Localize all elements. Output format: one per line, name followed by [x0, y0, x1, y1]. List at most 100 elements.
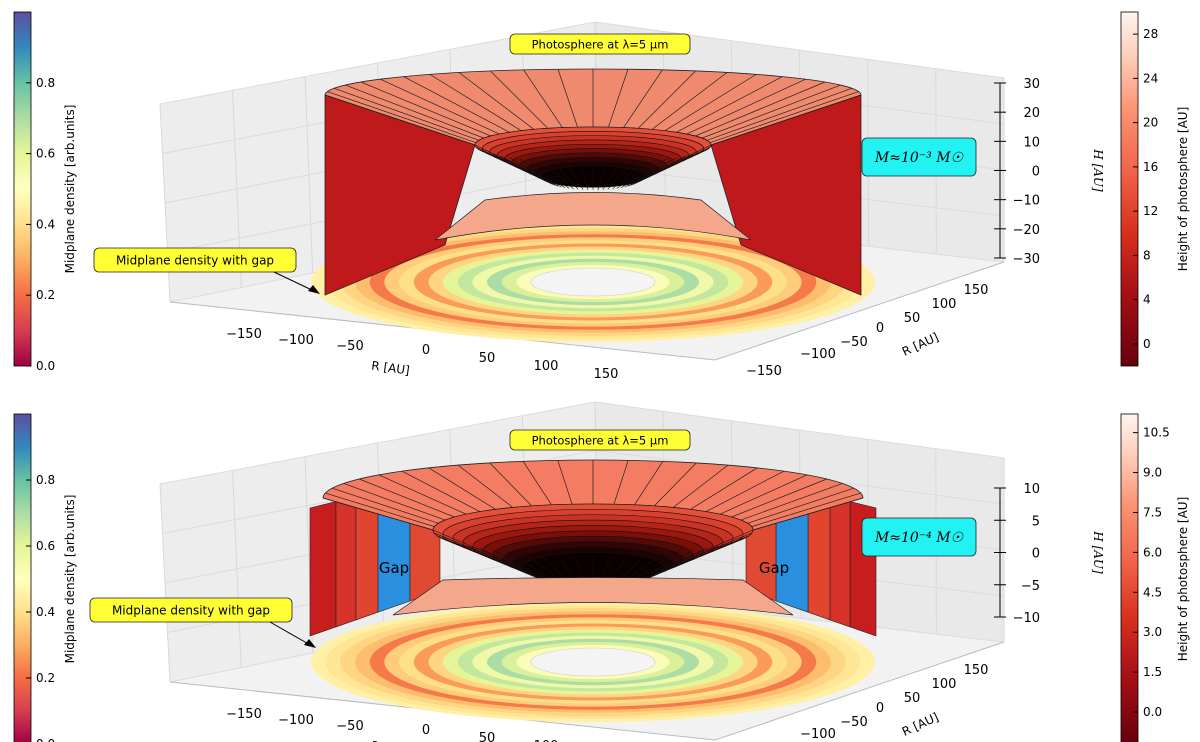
surface-meshline [322, 497, 434, 531]
wall-segment [309, 501, 337, 637]
right-colorbar-tick-label: 8 [1143, 248, 1151, 262]
surface-meshline [705, 470, 785, 512]
right-colorbar-tick-label: 16 [1143, 160, 1158, 174]
surface-meshline [509, 157, 562, 188]
x-axis-label: R [AU] [371, 738, 411, 742]
panel-1: Photosphere at λ=5 μm Midplane density wi… [13, 11, 1190, 382]
grid-line [594, 21, 1005, 79]
y-tick-label: 0 [876, 321, 884, 336]
left-colorbar-tick-label: 0.8 [36, 473, 55, 487]
surface-meshline [345, 84, 485, 139]
x-tick-label: −150 [226, 327, 262, 342]
surface-meshline [477, 148, 550, 183]
surface-meshline [479, 548, 551, 583]
surface-meshline [436, 535, 534, 576]
right-colorbar-tick-label: 28 [1143, 27, 1158, 41]
surface-meshline [489, 462, 533, 507]
surface-meshline [327, 91, 477, 143]
surface-meshline [343, 483, 446, 521]
wall-segment [829, 496, 851, 628]
surface-meshline [403, 76, 510, 133]
x-tick-label: 0 [422, 343, 430, 358]
surface-meshline [474, 144, 549, 181]
gap-label-left: Gap [379, 559, 409, 577]
surface-meshline [701, 84, 841, 139]
z-tick-label: −10 [1013, 611, 1040, 626]
surface-meshline [709, 91, 859, 143]
x-tick-label: −50 [336, 339, 363, 354]
z-tick-label: −10 [1013, 194, 1040, 209]
photosphere-skirt [434, 192, 752, 241]
disc-inner-hole [530, 647, 656, 677]
mass-box [861, 137, 977, 177]
surface-meshline [634, 461, 664, 506]
midplane-arrow [273, 271, 317, 293]
surface-meshline [457, 464, 514, 508]
grid-line [159, 401, 596, 485]
x-tick-label: −100 [278, 713, 314, 728]
surface-meshline [690, 467, 758, 510]
x-tick-label: 0 [422, 723, 430, 738]
mass-label: M≈10⁻³ M☉ [874, 150, 965, 166]
floor-edge [169, 641, 1005, 741]
right-colorbar [1120, 413, 1139, 742]
right-colorbar-tick-label: 20 [1143, 116, 1158, 130]
surface-meshline [523, 69, 563, 128]
gap-label-right: Gap [759, 559, 789, 577]
z-tick-label: −20 [1013, 223, 1040, 238]
surface-meshline [616, 159, 656, 189]
left-colorbar-tick-label: 0.0 [36, 737, 55, 742]
x-axis-label: R [AU] [371, 358, 411, 377]
surface-meshline [360, 81, 491, 137]
right-colorbar-tick-label: 4 [1143, 293, 1151, 307]
surface-meshline [752, 497, 864, 531]
surface-meshline [612, 160, 645, 190]
right-colorbar [1120, 11, 1139, 367]
photosphere-label: Photosphere at λ=5 μm [532, 434, 669, 448]
wall-segment [335, 496, 357, 628]
surface-meshline [597, 162, 607, 190]
right-colorbar-tick-label: 12 [1143, 204, 1158, 218]
left-colorbar-tick-label: 0.4 [36, 217, 55, 231]
left-colorbar-tick-label: 0.4 [36, 605, 55, 619]
midplane-box [89, 597, 293, 623]
surface-meshline [432, 529, 533, 573]
surface-meshline [637, 70, 696, 129]
surface-meshline [325, 492, 435, 527]
grid-line [594, 401, 1005, 459]
right-colorbar-tick-label: 0 [1143, 337, 1151, 351]
x-tick-label: −50 [336, 719, 363, 734]
surface-meshline [428, 467, 496, 510]
mass-box [861, 517, 977, 557]
y-tick-label: −150 [746, 364, 782, 379]
midplane-arrow [269, 621, 313, 647]
surface-meshline [541, 160, 574, 190]
midplane-label: Midplane density with gap [116, 254, 274, 268]
z-tick-label: 10 [1023, 482, 1040, 497]
inner-throat [432, 503, 754, 587]
surface-meshline [429, 74, 522, 132]
right-colorbar-label: Height of photosphere [AU] [1176, 497, 1190, 662]
midplane-disc [311, 222, 875, 342]
midplane-disc [311, 602, 875, 722]
surface-meshline [633, 152, 700, 185]
surface-meshline [557, 69, 578, 128]
surface-meshline [579, 162, 589, 190]
surface-meshline [751, 492, 861, 527]
surface-meshline [490, 70, 549, 129]
photosphere-label: Photosphere at λ=5 μm [532, 38, 669, 52]
surface-meshline [627, 155, 686, 187]
photosphere-box [509, 33, 691, 55]
midplane-label: Midplane density with gap [112, 604, 270, 618]
surface-meshline [557, 460, 573, 505]
left-colorbar-tick-label: 0.6 [36, 147, 55, 161]
surface-meshline [602, 162, 620, 190]
x-tick-label: −100 [278, 333, 314, 348]
left-colorbar-tick-label: 0.0 [36, 359, 55, 373]
left-colorbar-tick-label: 0.2 [36, 288, 55, 302]
surface-meshline [624, 157, 677, 188]
y-tick-label: 150 [964, 663, 989, 678]
y-axis-label: R [AU] [900, 330, 941, 359]
x-tick-label: 50 [479, 731, 496, 742]
